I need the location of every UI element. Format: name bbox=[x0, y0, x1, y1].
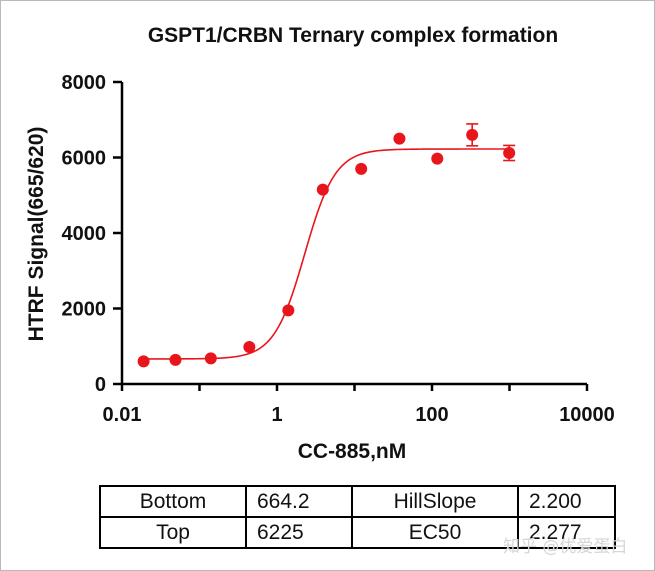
param-label-ec50: EC50 bbox=[351, 516, 519, 549]
data-point bbox=[393, 132, 406, 145]
param-value-hillslope: 2.200 bbox=[517, 485, 616, 518]
data-point bbox=[316, 183, 329, 196]
watermark: 知乎 @优爱蛋白 bbox=[503, 537, 628, 557]
dose-response-chart: GSPT1/CRBN Ternary complex formation 0 20… bbox=[25, 24, 615, 463]
fit-parameters-table: Bottom 664.2 HillSlope 2.200 Top 6225 EC… bbox=[99, 485, 616, 549]
x-tick-label: 10000 bbox=[559, 404, 615, 426]
table-row: Top 6225 EC50 2.277 bbox=[99, 516, 616, 549]
data-point bbox=[282, 304, 295, 317]
param-value-ec50: 2.277 bbox=[517, 516, 616, 549]
param-value-bottom: 664.2 bbox=[245, 485, 353, 518]
fit-curve bbox=[143, 148, 510, 360]
data-points bbox=[137, 128, 516, 368]
y-tick-label: 4000 bbox=[62, 223, 107, 245]
x-axis-label: CC-885,nM bbox=[298, 440, 407, 463]
x-tick-label: 0.01 bbox=[103, 404, 142, 426]
y-tick-label: 6000 bbox=[62, 148, 107, 170]
table-row: Bottom 664.2 HillSlope 2.200 bbox=[99, 485, 616, 518]
data-point bbox=[355, 162, 368, 175]
data-point bbox=[466, 128, 479, 141]
x-tick-label: 100 bbox=[415, 404, 448, 426]
param-value-top: 6225 bbox=[245, 516, 353, 549]
x-axis-ticks: 0.01 1 100 10000 bbox=[103, 384, 615, 426]
param-label-hillslope: HillSlope bbox=[351, 485, 519, 518]
data-point bbox=[431, 152, 444, 165]
y-axis-ticks: 0 2000 4000 6000 8000 bbox=[62, 72, 122, 396]
y-axis-label: HTRF Signal(665/620) bbox=[25, 127, 48, 342]
chart-title: GSPT1/CRBN Ternary complex formation bbox=[148, 24, 558, 47]
data-point bbox=[503, 146, 516, 159]
x-tick-label: 1 bbox=[271, 404, 282, 426]
data-point bbox=[204, 352, 217, 365]
y-tick-label: 0 bbox=[95, 374, 106, 396]
data-point bbox=[169, 353, 182, 366]
data-point bbox=[243, 341, 256, 354]
y-tick-label: 2000 bbox=[62, 299, 107, 321]
param-label-top: Top bbox=[99, 516, 247, 549]
param-label-bottom: Bottom bbox=[99, 485, 247, 518]
y-tick-label: 8000 bbox=[62, 72, 107, 94]
data-point bbox=[137, 355, 150, 368]
